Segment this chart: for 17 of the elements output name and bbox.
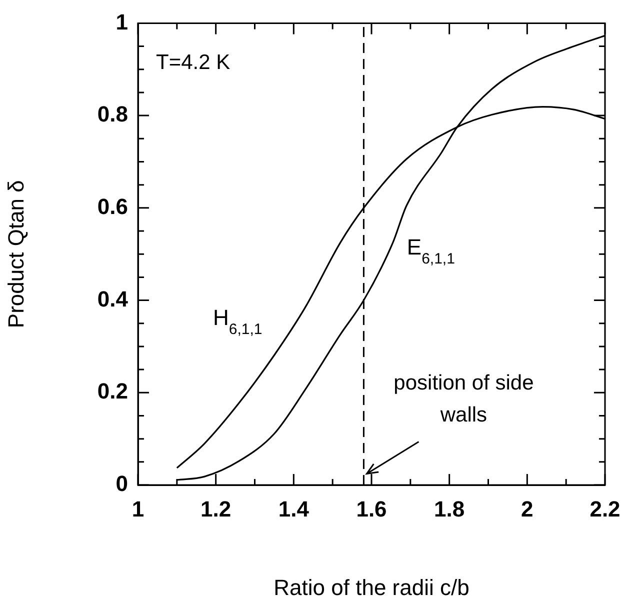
- x-axis-title: Ratio of the radii c/b: [274, 574, 470, 600]
- x-tick-label: 2.2: [590, 496, 620, 522]
- annotation: T=4.2 K: [156, 50, 230, 74]
- x-tick-label: 1.8: [434, 496, 465, 522]
- y-tick-label: 0.4: [97, 286, 129, 312]
- annotation: position of side walls: [394, 372, 534, 427]
- x-tick-label: 1.6: [356, 496, 387, 522]
- y-tick-label: 0.2: [97, 378, 128, 404]
- y-tick-label: 0.6: [97, 194, 128, 219]
- y-tick-label: 0.8: [97, 102, 128, 127]
- x-tick-label: 2: [521, 496, 534, 522]
- x-tick-label: 1: [132, 496, 144, 522]
- x-tick-label: 1.2: [200, 496, 232, 522]
- y-tick-label: 0: [116, 471, 128, 496]
- x-tick-label: 1.4: [278, 496, 310, 522]
- y-tick-label: 1: [116, 9, 128, 34]
- y-axis-title: Product Qtan δ: [3, 180, 28, 328]
